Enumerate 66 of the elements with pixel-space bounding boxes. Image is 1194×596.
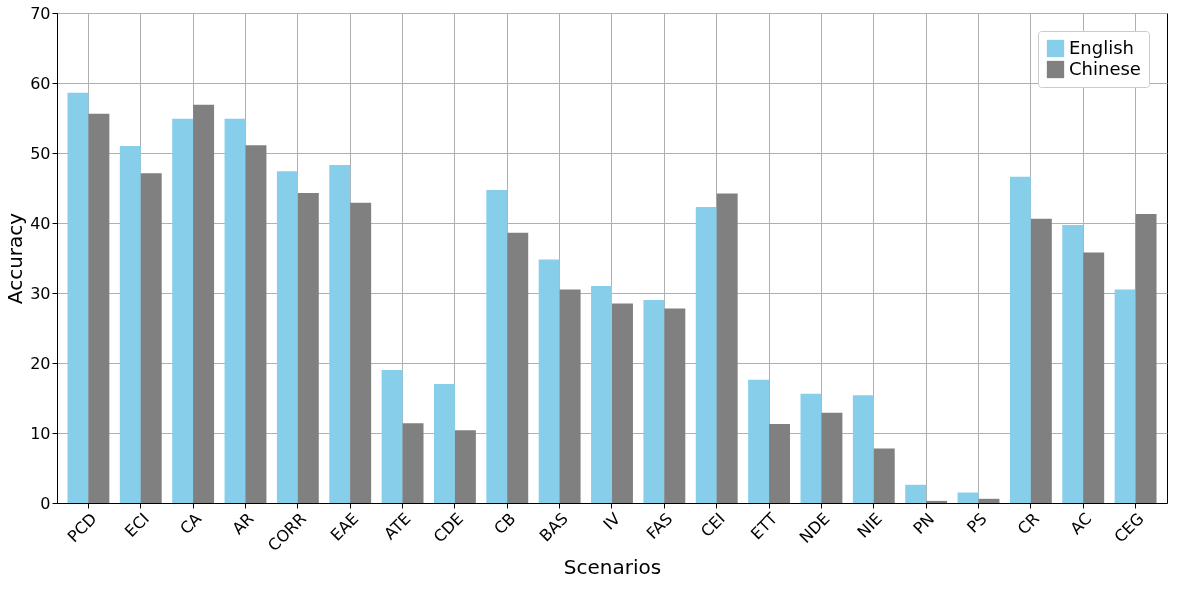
bar xyxy=(748,379,770,503)
bar xyxy=(1135,213,1157,503)
x-tick-label: ECI xyxy=(120,509,153,541)
y-tick-label: 20 xyxy=(30,353,51,373)
bar xyxy=(224,118,246,503)
x-tick-label: CEI xyxy=(696,509,729,541)
x-tick-label: CA xyxy=(176,509,206,539)
y-tick-label: 60 xyxy=(30,73,51,93)
bar xyxy=(297,192,319,503)
bar xyxy=(172,118,194,503)
bar xyxy=(957,492,979,503)
bar xyxy=(329,164,351,503)
x-tick-label: IV xyxy=(599,509,625,534)
bar xyxy=(664,308,686,503)
y-tick-label: 30 xyxy=(30,283,51,303)
bar xyxy=(905,484,927,503)
bar xyxy=(1030,218,1052,503)
y-axis-title: Accuracy xyxy=(3,212,28,305)
x-tick-label: PN xyxy=(909,509,939,538)
bar xyxy=(454,430,476,503)
x-tick-label: FAS xyxy=(642,509,677,543)
bar xyxy=(433,384,455,503)
bar xyxy=(695,206,717,503)
bar xyxy=(800,393,822,503)
y-tick-label: 0 xyxy=(40,493,51,513)
bar xyxy=(769,423,791,503)
bar xyxy=(193,104,215,503)
x-tick-label: AC xyxy=(1066,509,1096,538)
y-tick-label: 70 xyxy=(30,3,51,23)
x-tick-label: CB xyxy=(490,509,520,539)
x-tick-label: NIE xyxy=(853,509,886,542)
bar xyxy=(381,370,403,503)
bar xyxy=(716,193,738,503)
y-tick-label: 10 xyxy=(30,423,51,443)
bar xyxy=(926,500,948,503)
x-tick-label: CR xyxy=(1013,509,1043,539)
x-tick-label: AR xyxy=(228,509,258,539)
bar xyxy=(1114,289,1136,503)
x-axis-title: Scenarios xyxy=(563,555,662,580)
bar xyxy=(245,145,267,503)
y-tick-label: 50 xyxy=(30,143,51,163)
bar xyxy=(1083,252,1105,503)
bar xyxy=(852,395,874,503)
bar xyxy=(119,146,141,503)
bar xyxy=(402,423,424,503)
bar xyxy=(507,232,529,503)
bar xyxy=(486,190,508,503)
bar xyxy=(538,259,560,503)
bar xyxy=(978,498,1000,503)
bar xyxy=(1062,225,1084,503)
bar xyxy=(559,289,581,503)
legend-label: English xyxy=(1069,36,1134,58)
bar xyxy=(88,113,110,503)
x-tick-label: PS xyxy=(963,509,991,537)
legend-label: Chinese xyxy=(1069,57,1141,79)
bar xyxy=(140,173,162,503)
bar xyxy=(67,92,89,503)
bar xyxy=(276,171,298,503)
y-tick-label: 40 xyxy=(30,213,51,233)
bar xyxy=(873,448,895,503)
bar xyxy=(350,202,372,503)
bar xyxy=(612,303,633,503)
bar xyxy=(591,286,612,503)
bar xyxy=(1009,176,1031,503)
bar xyxy=(643,300,665,503)
bar xyxy=(821,412,843,503)
